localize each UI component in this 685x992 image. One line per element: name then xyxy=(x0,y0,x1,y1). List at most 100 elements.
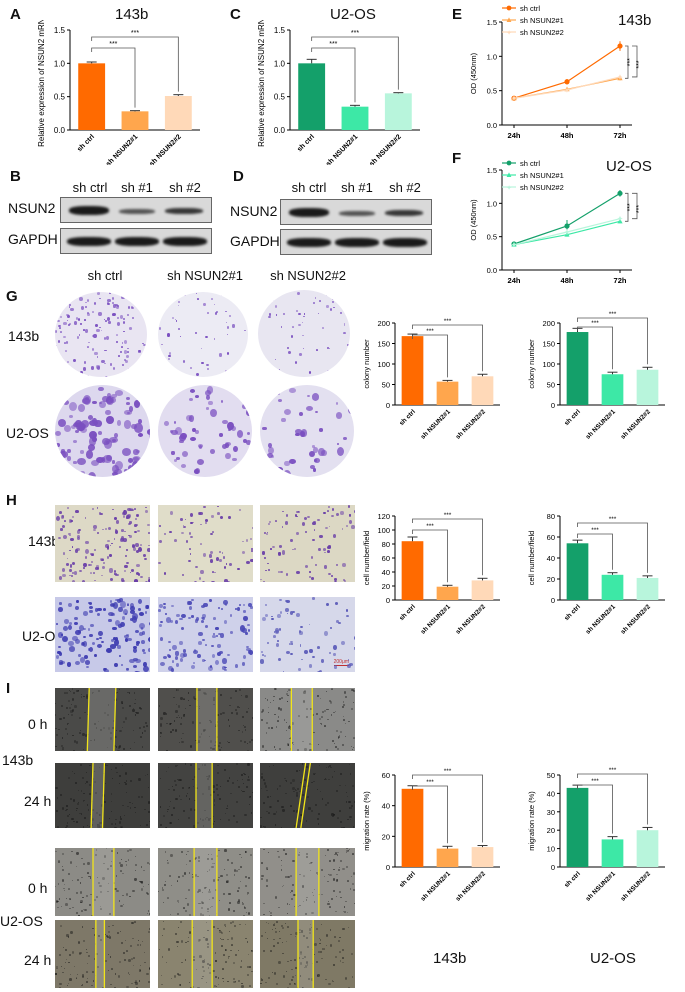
texture-dot xyxy=(221,666,226,670)
wound-143b-0h-sh1 xyxy=(158,688,253,751)
texture-dot xyxy=(302,740,304,743)
texture-dot xyxy=(332,297,335,300)
texture-dot xyxy=(133,400,140,408)
texture-dot xyxy=(69,415,74,419)
texture-dot xyxy=(325,749,328,751)
texture-dot xyxy=(285,923,287,925)
texture-dot xyxy=(301,930,303,932)
texture-dot xyxy=(111,822,114,825)
texture-dot xyxy=(246,742,249,745)
texture-dot xyxy=(100,804,104,807)
texture-dot xyxy=(117,624,122,629)
texture-dot xyxy=(64,390,69,396)
texture-dot xyxy=(188,981,191,983)
texture-dot xyxy=(285,940,287,942)
texture-dot xyxy=(336,852,338,854)
texture-dot xyxy=(209,532,213,535)
texture-dot xyxy=(93,334,97,338)
texture-dot xyxy=(196,297,200,300)
texture-dot xyxy=(87,601,91,605)
bar xyxy=(78,63,106,131)
texture-dot xyxy=(130,610,136,614)
texture-dot xyxy=(106,747,109,749)
texture-dot xyxy=(97,644,103,648)
texture-dot xyxy=(88,563,92,567)
texture-dot xyxy=(225,475,230,477)
texture-dot xyxy=(79,731,82,735)
texture-dot xyxy=(198,889,201,893)
texture-dot xyxy=(346,663,351,669)
texture-dot xyxy=(143,385,150,393)
texture-dot xyxy=(250,738,253,741)
texture-dot xyxy=(281,550,285,555)
texture-dot xyxy=(90,552,94,556)
texture-dot xyxy=(202,975,204,978)
texture-dot xyxy=(177,901,179,903)
texture-dot xyxy=(203,505,206,508)
texture-dot xyxy=(83,328,85,331)
texture-dot xyxy=(293,825,296,827)
texture-dot xyxy=(74,782,77,785)
texture-dot xyxy=(262,581,266,582)
texture-dot xyxy=(246,431,251,435)
texture-dot xyxy=(137,795,141,799)
texture-dot xyxy=(213,820,216,823)
texture-dot xyxy=(107,299,111,302)
texture-dot xyxy=(98,312,102,316)
texture-dot xyxy=(178,973,181,976)
texture-dot xyxy=(200,523,203,526)
texture-dot xyxy=(213,984,216,988)
texture-dot xyxy=(308,664,313,668)
texture-dot xyxy=(124,717,127,720)
y-axis-label: cell number/field xyxy=(362,531,371,586)
texture-dot xyxy=(216,310,219,314)
texture-dot xyxy=(199,818,201,820)
texture-dot xyxy=(183,698,185,700)
x-tick-label: sh ctrl xyxy=(398,603,417,622)
texture-dot xyxy=(223,600,228,605)
panel-letter-e: E xyxy=(452,6,463,23)
y-tick-label: 0.0 xyxy=(54,126,66,135)
texture-dot xyxy=(118,862,121,865)
texture-dot xyxy=(55,714,57,716)
texture-dot xyxy=(81,984,84,987)
texture-dot xyxy=(108,930,111,934)
texture-dot xyxy=(335,955,337,958)
texture-dot xyxy=(352,882,355,885)
y-tick-label: 30 xyxy=(547,808,555,817)
texture-dot xyxy=(249,795,252,798)
texture-dot xyxy=(58,325,61,328)
texture-dot xyxy=(161,955,164,958)
texture-dot xyxy=(126,515,131,519)
texture-dot xyxy=(223,769,226,772)
significance-bracket xyxy=(412,518,483,576)
texture-dot xyxy=(250,559,253,563)
texture-dot xyxy=(230,922,232,925)
texture-dot xyxy=(271,615,274,618)
texture-dot xyxy=(307,978,310,981)
texture-dot xyxy=(325,293,329,296)
texture-dot xyxy=(100,939,102,941)
texture-dot xyxy=(197,459,205,465)
texture-dot xyxy=(292,860,295,863)
texture-dot xyxy=(100,329,103,332)
texture-dot xyxy=(105,397,114,404)
texture-dot xyxy=(60,448,66,453)
texture-dot xyxy=(206,907,209,910)
texture-dot xyxy=(320,722,322,725)
texture-dot xyxy=(351,689,354,692)
texture-dot xyxy=(188,872,190,874)
texture-dot xyxy=(247,603,253,608)
texture-dot xyxy=(99,813,102,816)
wound-u2os-0h-ctrl xyxy=(55,848,150,916)
texture-dot xyxy=(269,910,271,912)
texture-dot xyxy=(76,973,79,976)
texture-dot xyxy=(351,953,353,955)
texture-dot xyxy=(101,395,109,402)
texture-dot xyxy=(84,516,87,519)
texture-dot xyxy=(85,771,88,774)
texture-dot xyxy=(102,561,106,565)
texture-dot xyxy=(206,871,209,873)
texture-dot xyxy=(312,520,316,524)
texture-dot xyxy=(335,910,338,913)
